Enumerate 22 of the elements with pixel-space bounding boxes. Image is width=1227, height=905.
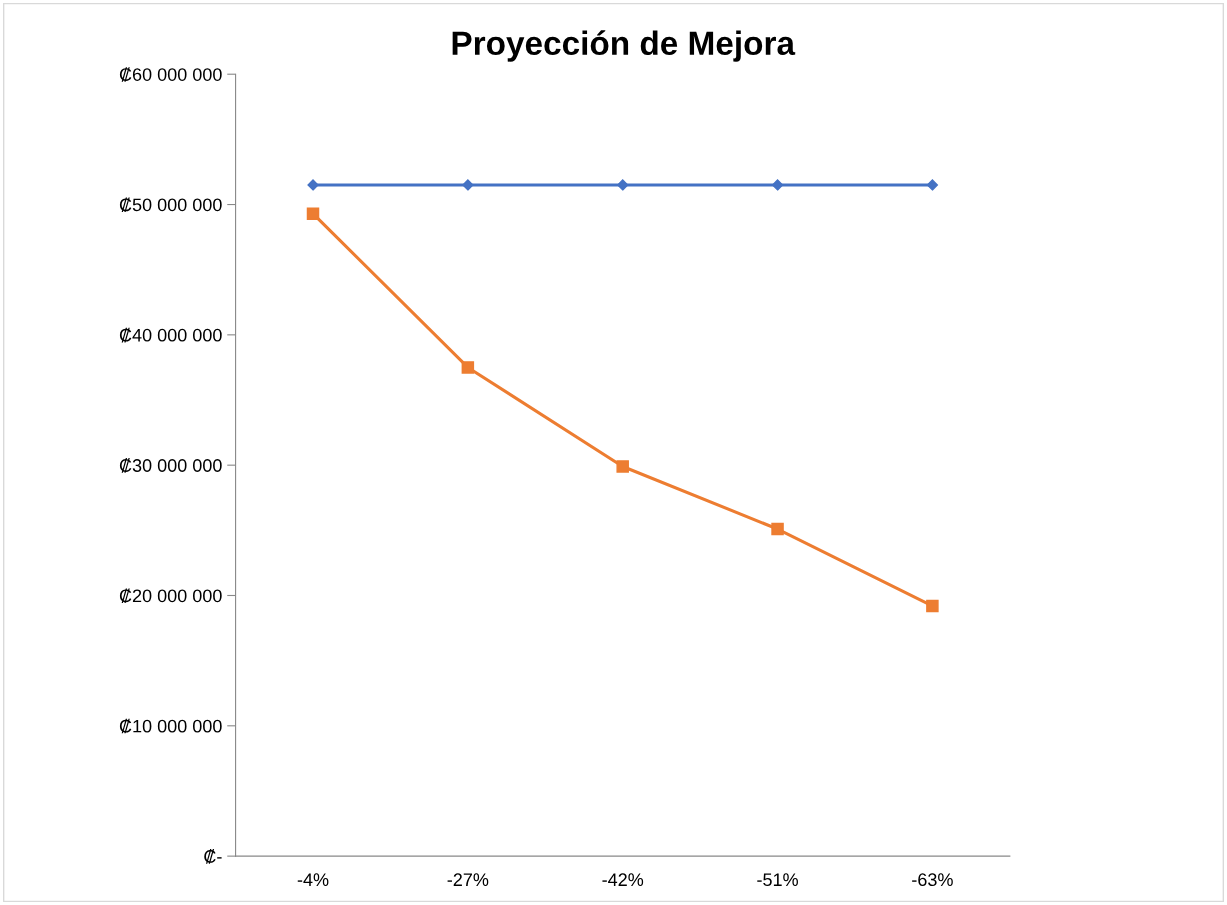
chart-title: Proyección de Mejora [452, 30, 796, 62]
x-tick-label: -51% [757, 873, 798, 887]
point [926, 599, 939, 613]
point [462, 179, 474, 191]
point [461, 361, 475, 374]
x-tick-label: -42% [602, 873, 644, 886]
x-tick-label: -4% [297, 873, 329, 886]
y-tick-label: ₡60 000 000 [119, 67, 222, 82]
x-tick-label: -63% [912, 873, 953, 887]
y-tick-label: ₡- [204, 849, 222, 864]
point [306, 207, 320, 220]
y-tick-label: ₡50 000 000 [119, 197, 222, 213]
point [616, 460, 629, 473]
point [926, 179, 939, 191]
x-tick-label: -27% [447, 873, 489, 886]
point [617, 179, 629, 191]
y-tick-label: ₡30 000 000 [119, 458, 222, 473]
point [771, 179, 784, 191]
y-tick-label: ₡10 000 000 [119, 718, 222, 734]
y-tick-label: ₡40 000 000 [119, 327, 222, 343]
point [771, 522, 784, 536]
y-tick-label: ₡20 000 000 [119, 588, 222, 604]
